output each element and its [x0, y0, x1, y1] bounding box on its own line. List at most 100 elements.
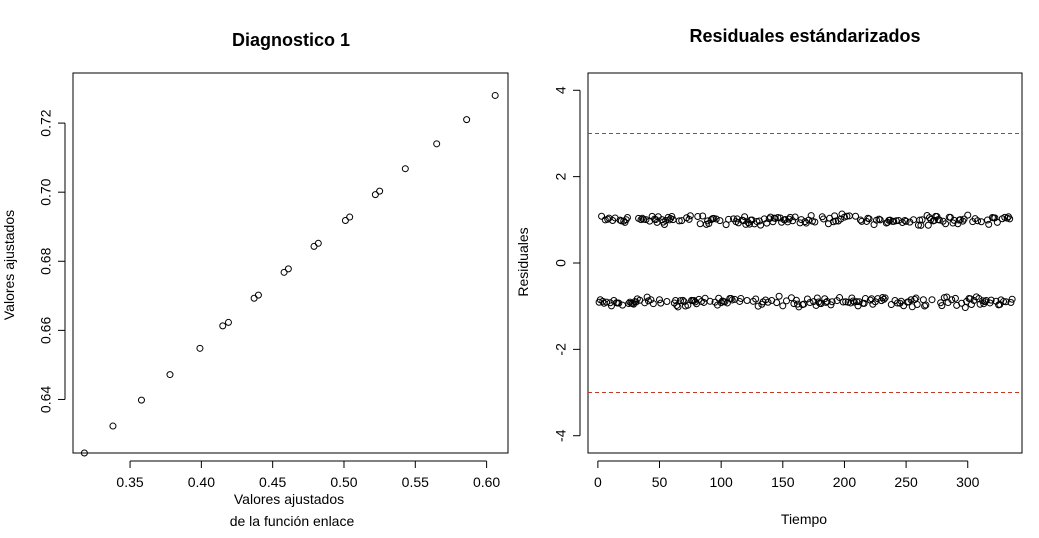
data-point: [733, 215, 741, 223]
data-point: [743, 296, 751, 304]
y-tick-label: 0.72: [38, 109, 54, 136]
data-point: [752, 295, 760, 303]
y-tick-label: 0.70: [38, 178, 54, 205]
data-point: [280, 268, 288, 276]
data-point: [598, 212, 606, 220]
data-point: [371, 191, 379, 199]
y-tick-label: 0.68: [38, 247, 54, 274]
data-point: [843, 212, 851, 220]
y-tick-label: -4: [553, 429, 569, 442]
data-point: [639, 215, 647, 223]
data-point: [254, 291, 262, 299]
data-point: [913, 300, 921, 308]
data-point: [960, 215, 968, 223]
data-point: [779, 302, 787, 310]
plot-frame: [587, 72, 1023, 454]
data-point: [764, 298, 772, 306]
data-point: [985, 220, 993, 228]
data-point: [642, 216, 650, 224]
x-tick-label: 0.45: [259, 474, 286, 490]
x-tick-label: 0.60: [473, 474, 500, 490]
data-point: [660, 220, 668, 228]
data-point: [819, 215, 827, 223]
chart-title: Residuales estándarizados: [689, 26, 920, 46]
data-point: [933, 213, 941, 221]
data-point: [741, 213, 749, 221]
data-point: [880, 295, 888, 303]
data-point: [876, 216, 884, 224]
data-point: [757, 221, 765, 229]
data-point: [902, 217, 910, 225]
data-point: [602, 298, 610, 306]
data-point: [803, 295, 811, 303]
data-point: [912, 294, 920, 302]
data-point: [679, 296, 687, 304]
data-point: [310, 242, 318, 250]
x-axis: 0 50 100 150 200 250 300: [594, 460, 980, 490]
data-point: [869, 300, 877, 308]
data-point: [727, 295, 735, 303]
y-axis: -4 -2 0 2 4: [553, 86, 581, 442]
data-point: [783, 297, 791, 305]
data-point: [1008, 295, 1016, 303]
x-tick-label: 100: [709, 474, 733, 490]
data-point: [680, 298, 688, 306]
data-point: [800, 300, 808, 308]
x-tick-label: 0: [594, 474, 602, 490]
data-point: [827, 301, 835, 309]
data-point: [632, 298, 640, 306]
data-point: [839, 298, 847, 306]
data-point: [811, 218, 819, 226]
data-point: [858, 217, 866, 225]
data-point: [935, 216, 943, 224]
data-point: [401, 165, 409, 173]
data-point: [638, 214, 646, 222]
data-point: [855, 298, 863, 306]
data-point: [774, 214, 782, 222]
data-point: [668, 212, 676, 220]
data-point: [879, 294, 887, 302]
data-point: [914, 221, 922, 229]
data-point: [674, 303, 682, 311]
data-point: [649, 300, 657, 308]
chart-residuales: Residuales estándarizados 0 50 100 150 200 25…: [515, 26, 1023, 527]
y-tick-label: -2: [553, 343, 569, 356]
data-point: [951, 294, 959, 302]
y-axis-label: Residuales: [515, 227, 531, 296]
data-point: [977, 218, 985, 226]
data-point: [1006, 215, 1014, 223]
data-point: [346, 213, 354, 221]
data-point: [865, 215, 873, 223]
data-point: [948, 296, 956, 304]
data-point: [696, 220, 704, 228]
data-point: [892, 217, 900, 225]
data-point: [673, 301, 681, 309]
data-point: [817, 300, 825, 308]
data-point: [694, 212, 702, 220]
y-tick-label: 2: [553, 173, 569, 181]
x-tick-label: 250: [894, 474, 918, 490]
data-point: [712, 215, 720, 223]
data-point: [938, 302, 946, 310]
data-point: [665, 216, 673, 224]
data-point: [901, 216, 909, 224]
data-point: [791, 213, 799, 221]
data-point: [617, 217, 625, 225]
y-tick-label: 0.64: [38, 386, 54, 413]
data-point: [619, 301, 627, 309]
data-point: [958, 299, 966, 307]
data-point: [916, 216, 924, 224]
data-point: [615, 299, 623, 307]
data-point: [706, 297, 714, 305]
data-point: [219, 322, 227, 330]
x-tick-label: 0.35: [116, 474, 143, 490]
data-point: [754, 302, 762, 310]
data-point: [656, 296, 664, 304]
data-point: [725, 215, 733, 223]
data-point: [672, 297, 680, 305]
data-point: [860, 299, 868, 307]
x-axis-label: Tiempo: [781, 511, 827, 527]
data-point: [924, 221, 932, 229]
data-point: [599, 297, 607, 305]
